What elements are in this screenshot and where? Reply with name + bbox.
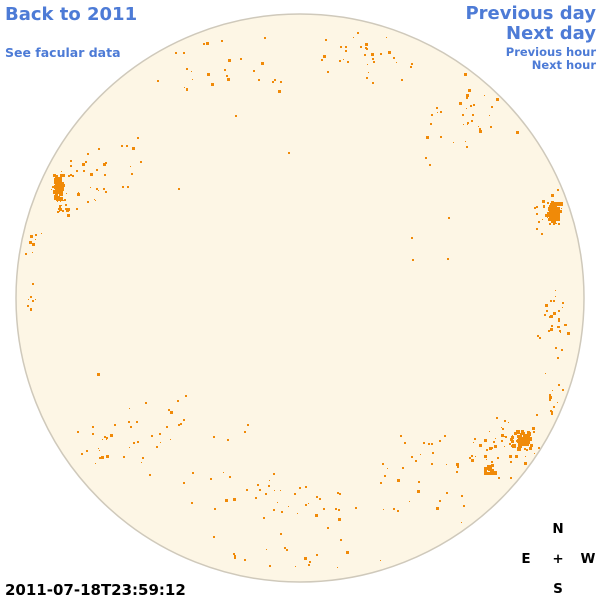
sunspot-dots: [25, 32, 570, 568]
previous-day-link[interactable]: Previous day: [465, 3, 596, 24]
compass-south-label: S: [553, 581, 563, 597]
compass-center-mark: +: [552, 551, 564, 567]
previous-hour-link[interactable]: Previous hour: [505, 45, 596, 59]
back-to-year-link[interactable]: Back to 2011: [5, 4, 138, 25]
hour-navigation: Previous hour Next hour: [506, 46, 596, 72]
timestamp: 2011-07-18T23:59:12: [5, 581, 186, 599]
compass-west-label: W: [580, 551, 596, 567]
compass-north-label: N: [552, 521, 564, 537]
next-day-link[interactable]: Next day: [506, 23, 596, 44]
facular-data-link[interactable]: See facular data: [5, 45, 121, 60]
compass-east-label: E: [521, 551, 531, 567]
day-navigation: Previous day Next day: [465, 4, 596, 44]
next-hour-link[interactable]: Next hour: [531, 58, 596, 72]
solar-disk-circle: [15, 13, 585, 583]
